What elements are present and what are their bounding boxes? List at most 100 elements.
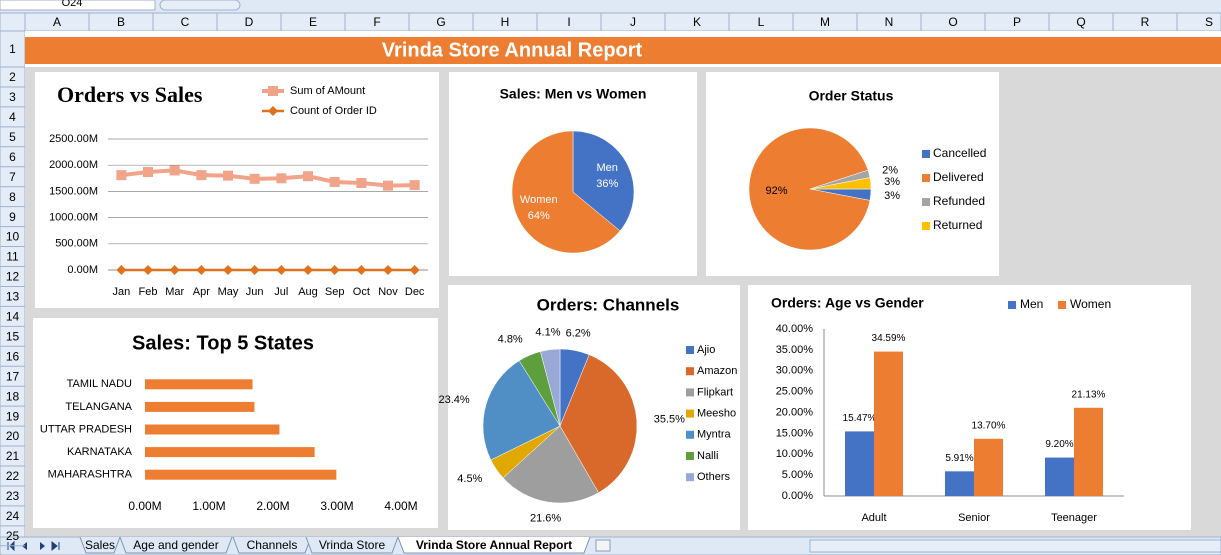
- bar: [1074, 407, 1103, 496]
- marker: [223, 170, 233, 181]
- sheet-tab-label[interactable]: Age and gender: [133, 538, 218, 552]
- column-header: G: [436, 15, 445, 29]
- row-header: 25: [6, 529, 20, 543]
- nav-next[interactable]: [40, 542, 45, 550]
- marker: [169, 165, 180, 176]
- name-box[interactable]: [0, 0, 156, 11]
- sheet-tab[interactable]: [397, 536, 591, 554]
- bar: [145, 424, 280, 435]
- marker: [116, 170, 127, 181]
- bar: [874, 351, 903, 496]
- y-tick-label: 10.00%: [776, 448, 814, 460]
- value-label: 15.47%: [843, 413, 877, 424]
- bar: [145, 469, 337, 480]
- y-tick-label: TAMIL NADU: [67, 378, 132, 390]
- x-tick-label: Mar: [165, 286, 184, 298]
- sheet-tab-label[interactable]: Channels: [247, 538, 298, 552]
- legend-marker: [268, 106, 278, 116]
- row-header: 8: [9, 190, 16, 204]
- sheet-tab-label[interactable]: Sales: [85, 538, 115, 552]
- pie-slice: [482, 360, 561, 461]
- row-header: 11: [6, 250, 19, 264]
- sheet-tab-label[interactable]: Vrinda Store Annual Report: [416, 538, 572, 552]
- y-tick-label: 2500.00M: [49, 133, 98, 145]
- sheet-tab[interactable]: [119, 536, 233, 554]
- row-header: 23: [6, 489, 20, 503]
- marker: [303, 264, 313, 275]
- y-tick-label: 15.00%: [776, 427, 814, 439]
- row-header: 22: [6, 469, 20, 483]
- y-tick-label: 1000.00M: [49, 212, 98, 224]
- marker: [116, 264, 127, 275]
- x-tick-label: Senior: [958, 512, 990, 524]
- y-tick-label: 25.00%: [776, 386, 814, 398]
- row-header: 9: [9, 210, 16, 224]
- pie-slice: [502, 425, 599, 504]
- legend-swatch: [686, 409, 694, 418]
- bar: [945, 471, 974, 496]
- row-header: 20: [6, 429, 20, 443]
- y-tick-label: 1500.00M: [49, 185, 98, 197]
- row-header: 6: [9, 150, 16, 164]
- row-header: 3: [9, 90, 16, 104]
- legend-label: Myntra: [697, 429, 732, 441]
- legend-label: Meesho: [697, 408, 736, 420]
- column-header: Q: [1076, 15, 1085, 29]
- legend-swatch: [686, 430, 694, 439]
- value-label: 5.91%: [945, 453, 973, 464]
- column-header: N: [885, 15, 894, 29]
- marker: [169, 264, 180, 275]
- row-header: 21: [6, 449, 20, 463]
- y-tick-label: 2000.00M: [49, 159, 98, 171]
- banner: [25, 37, 1221, 64]
- sheet-tab[interactable]: [79, 536, 121, 554]
- pie-slice: [559, 354, 638, 494]
- legend-swatch: [1058, 301, 1066, 309]
- sheet-tab[interactable]: [232, 536, 312, 554]
- sheet-tab[interactable]: [305, 536, 399, 554]
- pie-slice: [511, 130, 621, 254]
- sheet-tab-label[interactable]: Vrinda Store: [319, 538, 386, 552]
- pie-value-label: 36%: [596, 178, 618, 190]
- chart-title: Sales: Men vs Women: [500, 86, 647, 102]
- row-header-bar: [0, 30, 26, 538]
- marker: [409, 264, 420, 275]
- chart-title: Orders: Age vs Gender: [771, 295, 924, 311]
- y-tick-label: 40.00%: [776, 323, 814, 335]
- marker: [409, 180, 420, 191]
- y-tick-label: KARNATAKA: [67, 446, 133, 458]
- bar: [974, 438, 1003, 496]
- y-tick-label: MAHARASHTRA: [48, 469, 133, 481]
- pie-slice: [809, 177, 872, 190]
- x-tick-label: Oct: [353, 286, 370, 298]
- bar: [1045, 457, 1074, 496]
- pie-category-label: Men: [597, 162, 618, 174]
- chart-panel: [33, 318, 438, 528]
- y-tick-label: 30.00%: [776, 365, 814, 377]
- x-tick-label: 4.00M: [384, 499, 417, 513]
- pie-value-label: 4.8%: [498, 334, 523, 346]
- column-header: A: [53, 15, 61, 29]
- nav-last[interactable]: [51, 540, 60, 552]
- column-header: E: [309, 15, 317, 29]
- pie-value-label: 92%: [766, 185, 788, 197]
- legend-label: Count of Order ID: [290, 105, 377, 117]
- row-header: 5: [9, 130, 16, 144]
- horizontal-scrollbar[interactable]: [809, 539, 1221, 553]
- bar: [145, 447, 315, 458]
- legend-label: Ajio: [697, 344, 715, 356]
- legend-swatch: [686, 452, 694, 460]
- formula-buttons[interactable]: [159, 0, 241, 11]
- column-header: B: [117, 15, 125, 29]
- legend-label: Returned: [933, 218, 982, 232]
- column-header: J: [630, 15, 636, 29]
- column-header: F: [373, 15, 380, 29]
- x-tick-label: Apr: [193, 286, 210, 298]
- insert-sheet[interactable]: [595, 539, 611, 552]
- column-header: R: [1141, 15, 1150, 29]
- row-header: 24: [6, 509, 20, 523]
- legend-swatch: [922, 150, 930, 158]
- legend-swatch: [686, 388, 694, 397]
